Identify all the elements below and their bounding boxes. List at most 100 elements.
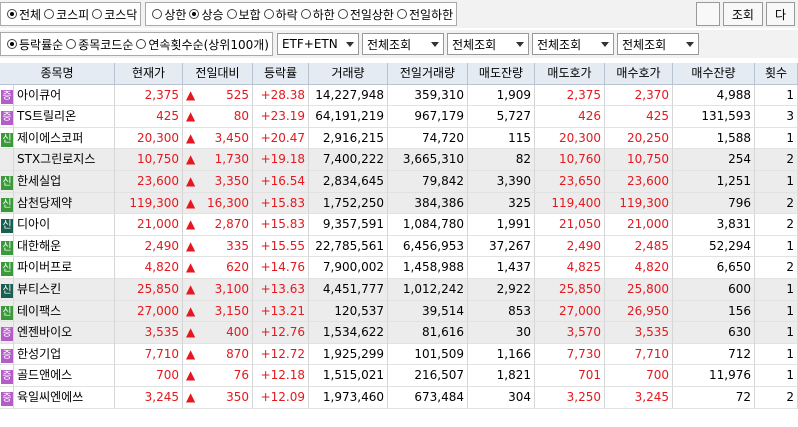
stock-value: ▲ 525 <box>183 84 253 107</box>
radio-label[interactable]: 하락 <box>275 7 298 22</box>
column-header[interactable]: 등락률 <box>253 63 309 85</box>
radio-button[interactable] <box>300 9 311 19</box>
value-text: 23,600 <box>627 174 669 188</box>
dropdown[interactable]: 전체조회 <box>616 33 699 55</box>
value-text: 72 <box>735 390 751 404</box>
value-text: 7,710 <box>634 346 669 361</box>
stock-value: 52,294 <box>673 235 755 258</box>
stock-name[interactable]: STX그린로지스 <box>14 149 115 171</box>
stock-value: 1,012,242 <box>388 279 468 301</box>
button[interactable]: 다 <box>765 2 795 26</box>
market-badge: 신 <box>1 132 13 147</box>
value-text: 359,310 <box>414 87 464 102</box>
stock-name[interactable]: 엔젠바이오 <box>14 322 115 344</box>
column-header[interactable]: 현재가 <box>115 63 183 85</box>
stock-value: 673,484 <box>388 387 468 409</box>
column-header[interactable]: 전일대비 <box>183 63 253 85</box>
stock-value: +15.83 <box>253 192 309 215</box>
value-text: 30 <box>515 325 531 340</box>
stock-name[interactable]: 대한해운 <box>14 235 115 258</box>
value-text: 350 <box>226 390 249 404</box>
stock-name[interactable]: 아이큐어 <box>14 84 115 107</box>
radio-button[interactable] <box>7 39 17 49</box>
stock-name[interactable]: 한세실업 <box>14 171 115 193</box>
column-header[interactable]: 매수호가 <box>605 63 673 85</box>
value-text: 1,909 <box>496 87 531 102</box>
radio-label[interactable]: 상승 <box>201 7 224 22</box>
badge-cell: 신 <box>0 300 14 323</box>
stock-name[interactable]: TS트릴리온 <box>14 106 115 128</box>
stock-value: ▲ 335 <box>183 235 253 258</box>
radio-label[interactable]: 종목코드순 <box>78 37 134 52</box>
value-text: 52,294 <box>709 238 751 253</box>
market-badge: 증 <box>1 327 13 342</box>
stock-name[interactable]: 뷰티스킨 <box>14 279 115 301</box>
change-sign: ▲ <box>186 325 196 340</box>
stock-name[interactable]: 디아이 <box>14 214 115 236</box>
stock-name[interactable]: 테이팩스 <box>14 300 115 323</box>
value-text: 7,730 <box>566 346 601 361</box>
value-text: 10,750 <box>627 152 669 167</box>
radio-label[interactable]: 연속횟수순(상위100개) <box>148 37 269 52</box>
stock-value: 325 <box>468 192 535 215</box>
button[interactable]: 조회 <box>722 2 763 26</box>
radio-label[interactable]: 코스피 <box>56 7 90 22</box>
column-header[interactable]: 매도호가 <box>535 63 605 85</box>
stock-name[interactable]: 육일씨엔에쓰 <box>14 387 115 409</box>
stock-name[interactable]: 골드앤에스 <box>14 365 115 387</box>
radio-button[interactable] <box>7 9 17 19</box>
column-header[interactable]: 전일거래량 <box>388 63 468 85</box>
column-header[interactable]: 매수잔량 <box>673 63 755 85</box>
value-text: +15.83 <box>260 217 305 232</box>
dropdown[interactable]: ETF+ETN <box>276 33 359 55</box>
dropdown[interactable]: 전체조회 <box>361 33 444 55</box>
value-text: 25,800 <box>627 282 669 296</box>
column-header[interactable]: 종목명 <box>0 63 115 85</box>
radio-label[interactable]: 코스닥 <box>104 7 138 22</box>
value-text: 2,870 <box>214 217 249 232</box>
value-text: 426 <box>578 109 601 124</box>
radio-button[interactable] <box>152 9 163 19</box>
radio-label[interactable]: 전일상한 <box>349 7 394 22</box>
radio-button[interactable] <box>136 39 147 49</box>
sort-icon-button[interactable] <box>695 2 720 26</box>
radio-button[interactable] <box>92 9 103 19</box>
stock-value: 630 <box>673 322 755 344</box>
value-text: 1,588 <box>716 130 751 145</box>
stock-value: 3,665,310 <box>388 149 468 171</box>
stock-name[interactable]: 한성기업 <box>14 343 115 366</box>
radio-button[interactable] <box>337 9 348 19</box>
radio-label[interactable]: 전일하한 <box>408 7 454 22</box>
radio-button[interactable] <box>396 9 407 19</box>
stock-value: 1,588 <box>673 127 755 150</box>
value-text: +12.76 <box>260 325 305 340</box>
radio-label[interactable]: 전체 <box>19 7 42 22</box>
stock-value: 4,988 <box>673 84 755 107</box>
radio-button[interactable] <box>189 9 200 19</box>
radio-label[interactable]: 하한 <box>312 7 335 22</box>
radio-button[interactable] <box>66 39 77 49</box>
radio-label[interactable]: 상한 <box>164 7 187 22</box>
value-text: 10,750 <box>137 152 179 167</box>
column-header[interactable]: 매도잔량 <box>468 63 535 85</box>
column-header[interactable]: 거래량 <box>309 63 388 85</box>
stock-name[interactable]: 삼천당제약 <box>14 192 115 215</box>
dropdown[interactable]: 전체조회 <box>446 33 529 55</box>
radio-button[interactable] <box>226 9 237 19</box>
value-text: 76 <box>233 368 249 383</box>
badge-cell: 신 <box>0 214 14 236</box>
value-text: 254 <box>728 152 751 167</box>
dropdown[interactable]: 전체조회 <box>531 33 614 55</box>
radio-button[interactable] <box>263 9 274 19</box>
radio-label[interactable]: 등락률순 <box>19 37 64 52</box>
radio-button[interactable] <box>44 9 55 19</box>
value-text: +23.19 <box>260 109 305 124</box>
stock-value: 1 <box>755 171 798 193</box>
column-header[interactable]: 횟수 <box>755 63 798 85</box>
stock-name[interactable]: 제이에스코퍼 <box>14 127 115 150</box>
stock-name[interactable]: 파이버프로 <box>14 257 115 279</box>
stock-value: 304 <box>468 387 535 409</box>
radio-label[interactable]: 보합 <box>238 7 261 22</box>
stock-value: 600 <box>673 279 755 301</box>
value-text: 4,451,777 <box>322 282 384 296</box>
